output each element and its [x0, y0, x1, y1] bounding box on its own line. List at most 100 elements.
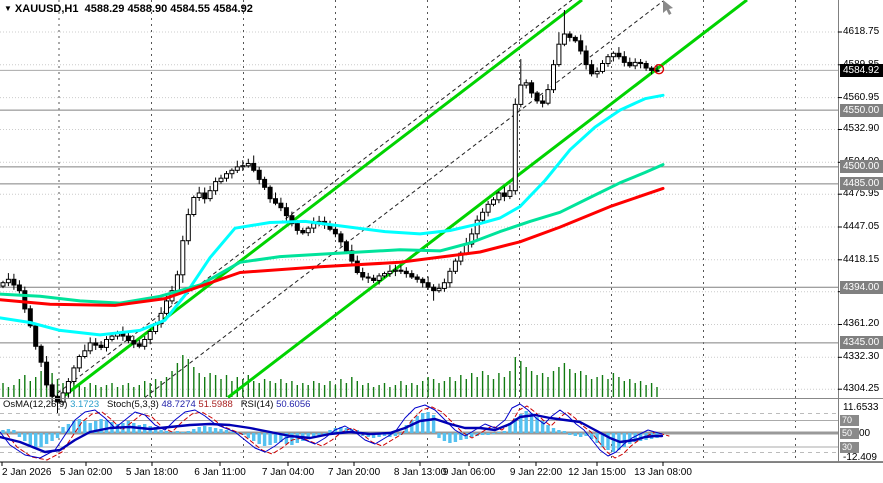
- candle-bear: [38, 345, 44, 363]
- osc-level-box: 70: [840, 415, 859, 426]
- candle-bear: [273, 198, 278, 204]
- candle-bear: [278, 202, 284, 209]
- candle-bear: [27, 308, 33, 327]
- osc-ghost-label: 00: [859, 427, 871, 439]
- candle-bull: [82, 350, 88, 357]
- ohlc-values: 4588.29 4588.90 4584.55 4584.92: [84, 3, 253, 15]
- candle-bull: [545, 89, 551, 104]
- channel-lower[interactable]: [227, 0, 748, 399]
- price-axis-label: 4532.90: [843, 123, 880, 135]
- time-axis-label: 13 Jan 08:00: [634, 467, 692, 478]
- ma-mid-teal: [0, 163, 665, 305]
- price-axis-label: 4361.20: [843, 318, 880, 330]
- price-axis-label: 4447.05: [843, 220, 880, 232]
- candle-bear: [409, 273, 415, 278]
- candle-bear: [360, 272, 366, 278]
- candle-bull: [447, 270, 453, 284]
- candle-bull: [71, 367, 77, 382]
- candle-bear: [643, 63, 649, 69]
- current-price-box: 4584.92: [840, 63, 883, 77]
- candle-bear: [420, 278, 426, 284]
- last-price-marker: [653, 63, 665, 75]
- candle-bear: [44, 361, 50, 386]
- candle-bear: [621, 56, 627, 63]
- candle-bull: [474, 219, 480, 235]
- candle-bull: [234, 166, 240, 171]
- candle-bull: [496, 192, 502, 201]
- candle-bear: [289, 215, 295, 225]
- candle-bull: [65, 381, 71, 394]
- candle-bull: [605, 56, 611, 65]
- stoch-signal-value: 51.5988: [198, 399, 233, 410]
- candle-bull: [229, 169, 235, 175]
- osc-scale-label: 11.6533: [843, 402, 879, 413]
- candle-bear: [93, 342, 99, 346]
- candle-bear: [616, 52, 622, 58]
- candle-bear: [414, 276, 420, 280]
- candle-bear: [33, 325, 39, 347]
- candle-bull: [109, 335, 115, 341]
- candle-bear: [425, 282, 431, 288]
- ma-slow-red: [0, 186, 665, 307]
- candle-bear: [354, 260, 360, 274]
- channel-median-dashed[interactable]: [144, 0, 664, 398]
- candle-bear: [567, 33, 573, 38]
- candle-bear: [283, 207, 289, 217]
- candle-bull: [594, 71, 600, 75]
- candle-bear: [22, 290, 28, 310]
- indicator-window-label: OsMA(12,26,9) 3.1723 Stoch(5,3,3) 48.727…: [3, 399, 310, 410]
- candle-bull: [523, 82, 529, 86]
- candle-bear: [578, 40, 584, 52]
- time-axis-label: 7 Jan 20:00: [327, 467, 381, 478]
- candle-bull: [142, 339, 148, 347]
- candle-bull: [512, 103, 518, 192]
- rsi-label: RSI(14): [240, 399, 274, 410]
- sr-price-box[interactable]: 4394.00: [840, 280, 883, 294]
- candle-bull: [452, 260, 458, 272]
- candle-bull: [518, 84, 524, 105]
- rsi-value: 50.6056: [276, 399, 311, 410]
- candle-bear: [11, 278, 17, 286]
- price-axis-label: 4475.95: [843, 188, 880, 200]
- candle-bull: [0, 282, 6, 287]
- candle-bear: [251, 163, 257, 171]
- candle-bull: [441, 282, 447, 289]
- candle-bull: [311, 223, 317, 229]
- candle-bear: [501, 192, 507, 197]
- candle-bear: [125, 335, 131, 342]
- candle-bull: [207, 190, 213, 200]
- osma-label: OsMA(12,26,9): [3, 399, 68, 410]
- sr-price-box[interactable]: 4550.00: [840, 103, 883, 117]
- candle-bear: [349, 250, 355, 262]
- candle-bull: [147, 331, 153, 340]
- candle-bull: [632, 61, 638, 67]
- candle-bear: [572, 36, 578, 42]
- sr-price-box[interactable]: 4485.00: [840, 177, 883, 191]
- candle-bull: [104, 339, 109, 348]
- candle-bull: [480, 211, 486, 221]
- candle-bull: [507, 190, 513, 197]
- symbol-dropdown-icon[interactable]: ▼: [4, 4, 12, 13]
- candle-bear: [649, 67, 655, 71]
- time-axis-label: 9 Jan 22:00: [509, 467, 563, 478]
- sr-price-box[interactable]: 4500.00: [840, 160, 883, 174]
- candle-bull: [387, 270, 393, 275]
- candle-bear: [371, 277, 377, 282]
- candle-bull: [224, 173, 229, 179]
- price-axis-label: 4332.30: [843, 351, 880, 363]
- sr-price-box[interactable]: 4345.00: [840, 336, 883, 350]
- candle-bear: [365, 276, 371, 279]
- candle-bear: [403, 270, 409, 275]
- candle-bull: [561, 33, 567, 45]
- candle-bear: [49, 384, 55, 397]
- candle-bear: [589, 64, 595, 75]
- candle-bull: [491, 199, 496, 205]
- price-axis-label: 4618.75: [843, 26, 880, 37]
- candle-bull: [469, 233, 475, 245]
- stoch-label: Stoch(5,3,3): [107, 399, 159, 410]
- candle-bear: [398, 269, 404, 272]
- chart-title: ▼ XAUUSD,H1 4588.29 4588.90 4584.55 4584.…: [4, 3, 253, 15]
- time-axis-label: 12 Jan 15:00: [568, 467, 626, 478]
